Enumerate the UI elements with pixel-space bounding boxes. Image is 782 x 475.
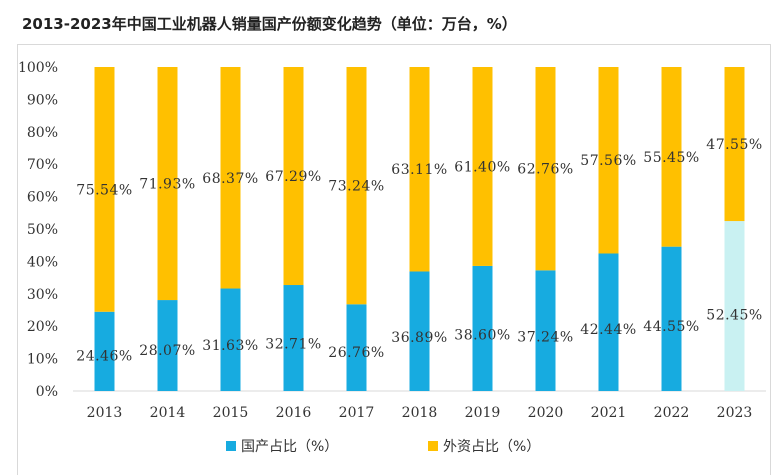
x-tick-label: 2013 bbox=[87, 405, 123, 421]
bar-domestic-2013 bbox=[94, 311, 115, 391]
legend-swatch bbox=[226, 441, 236, 451]
legend-label: 外资占比（%） bbox=[443, 439, 540, 455]
x-tick-label: 2015 bbox=[213, 405, 249, 421]
data-label-foreign: 73.24% bbox=[328, 179, 384, 195]
bar-foreign-2016 bbox=[283, 67, 304, 286]
data-label-domestic: 42.44% bbox=[580, 322, 636, 338]
x-tick-label: 2020 bbox=[528, 405, 564, 421]
bar-domestic-2020 bbox=[535, 270, 556, 391]
bar-domestic-2021 bbox=[598, 253, 619, 391]
bar-domestic-2023 bbox=[724, 221, 745, 391]
x-tick-label: 2016 bbox=[276, 405, 312, 421]
bar-foreign-2013 bbox=[94, 67, 115, 312]
bar-foreign-2017 bbox=[346, 67, 367, 305]
legend-label: 国产占比（%） bbox=[241, 439, 338, 455]
x-tick-label: 2022 bbox=[654, 405, 690, 421]
x-tick-label: 2014 bbox=[150, 405, 186, 421]
bar-domestic-2022 bbox=[661, 246, 682, 391]
y-tick-label: 30% bbox=[27, 287, 58, 303]
y-tick-label: 10% bbox=[27, 352, 58, 368]
bar-domestic-2016 bbox=[283, 285, 304, 391]
data-label-foreign: 68.37% bbox=[202, 171, 258, 187]
bar-domestic-2019 bbox=[472, 265, 493, 391]
bar-foreign-2021 bbox=[598, 67, 619, 254]
data-label-domestic: 36.89% bbox=[391, 330, 447, 346]
y-tick-label: 70% bbox=[27, 157, 58, 173]
data-label-domestic: 37.24% bbox=[517, 330, 573, 346]
data-label-foreign: 67.29% bbox=[265, 169, 321, 185]
data-label-foreign: 57.56% bbox=[580, 153, 636, 169]
bar-domestic-2017 bbox=[346, 304, 367, 391]
y-tick-label: 60% bbox=[27, 190, 58, 206]
bar-foreign-2015 bbox=[220, 67, 241, 289]
data-label-foreign: 61.40% bbox=[454, 159, 510, 175]
bar-domestic-2015 bbox=[220, 288, 241, 391]
y-tick-label: 20% bbox=[27, 319, 58, 335]
y-tick-label: 50% bbox=[27, 222, 58, 238]
data-label-domestic: 31.63% bbox=[202, 338, 258, 354]
bar-foreign-2023 bbox=[724, 67, 745, 222]
data-label-domestic: 44.55% bbox=[643, 319, 699, 335]
data-label-domestic: 28.07% bbox=[139, 343, 195, 359]
data-label-foreign: 55.45% bbox=[643, 150, 699, 166]
data-label-foreign: 63.11% bbox=[391, 162, 447, 178]
bar-foreign-2018 bbox=[409, 67, 430, 272]
legend-swatch bbox=[428, 441, 438, 451]
chart-frame bbox=[17, 44, 771, 475]
y-tick-label: 90% bbox=[27, 92, 58, 108]
bar-foreign-2019 bbox=[472, 67, 493, 266]
data-label-domestic: 38.60% bbox=[454, 328, 510, 344]
y-tick-label: 80% bbox=[27, 125, 58, 141]
x-tick-label: 2017 bbox=[339, 405, 375, 421]
data-label-foreign: 75.54% bbox=[76, 182, 132, 198]
y-tick-label: 100% bbox=[18, 60, 58, 76]
data-label-foreign: 62.76% bbox=[517, 162, 573, 178]
data-label-domestic: 32.71% bbox=[265, 336, 321, 352]
y-tick-label: 0% bbox=[36, 384, 58, 400]
data-label-foreign: 47.55% bbox=[706, 137, 762, 153]
x-tick-label: 2019 bbox=[465, 405, 501, 421]
bar-foreign-2020 bbox=[535, 67, 556, 271]
bar-foreign-2022 bbox=[661, 67, 682, 247]
chart-title: 2013-2023年中国工业机器人销量国产份额变化趋势（单位：万台，%） bbox=[22, 15, 517, 33]
y-tick-label: 40% bbox=[27, 254, 58, 270]
bar-domestic-2014 bbox=[157, 300, 178, 391]
data-label-domestic: 26.76% bbox=[328, 345, 384, 361]
bar-foreign-2014 bbox=[157, 67, 178, 301]
x-tick-label: 2018 bbox=[402, 405, 438, 421]
x-tick-label: 2021 bbox=[591, 405, 627, 421]
x-tick-label: 2023 bbox=[717, 405, 753, 421]
data-label-domestic: 24.46% bbox=[76, 348, 132, 364]
data-label-domestic: 52.45% bbox=[706, 308, 762, 324]
bar-domestic-2018 bbox=[409, 271, 430, 391]
data-label-foreign: 71.93% bbox=[139, 177, 195, 193]
